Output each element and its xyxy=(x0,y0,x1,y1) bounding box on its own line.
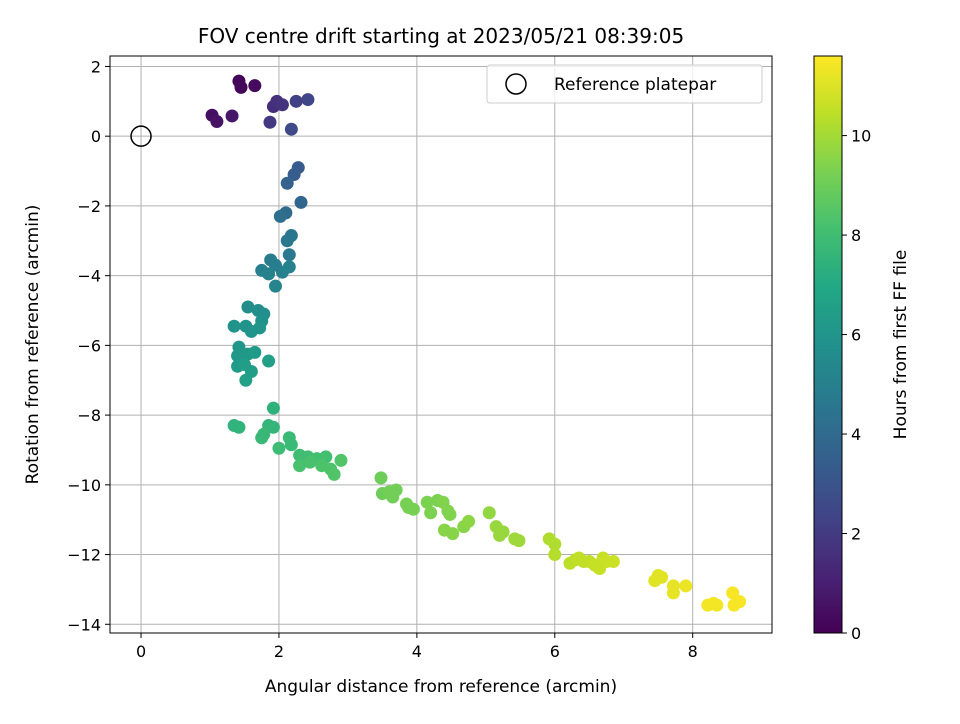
y-tick-label: −2 xyxy=(77,197,101,216)
data-point xyxy=(275,98,289,112)
legend-entry-reference-platepar: Reference platepar xyxy=(554,75,716,95)
data-point xyxy=(280,234,294,248)
colorbar: 0 2 4 6 8 10 Hours from first FF file xyxy=(813,55,911,643)
data-point xyxy=(301,93,315,107)
data-point xyxy=(303,455,317,469)
data-point xyxy=(289,94,303,108)
legend-reference-marker xyxy=(505,73,527,95)
data-point xyxy=(255,431,269,445)
reference-platepar-marker xyxy=(130,125,152,147)
data-point xyxy=(227,319,241,333)
data-point xyxy=(726,586,740,600)
data-point xyxy=(443,507,457,521)
colorbar-gradient xyxy=(814,56,842,633)
reference-marker-layer xyxy=(130,125,152,147)
colorbar-tick-label: 8 xyxy=(851,226,861,245)
data-point xyxy=(282,248,296,262)
data-point xyxy=(280,176,294,190)
data-point xyxy=(232,420,246,434)
y-axis-label: Rotation from reference (arcmin) xyxy=(23,205,43,485)
data-point xyxy=(293,459,307,473)
data-point xyxy=(294,195,308,209)
y-axis-ticks: 2 0 −2 −4 −6 −8 −10 −12 −14 xyxy=(67,57,110,634)
grid-lines xyxy=(110,56,772,633)
data-point xyxy=(262,267,276,281)
data-point xyxy=(548,548,562,562)
data-point xyxy=(234,80,248,94)
data-point xyxy=(420,495,434,509)
data-point xyxy=(655,570,669,584)
data-point xyxy=(548,537,562,551)
data-point xyxy=(334,453,348,467)
data-point xyxy=(262,354,276,368)
x-axis-label: Angular distance from reference (arcmin) xyxy=(265,677,617,697)
data-point xyxy=(446,527,460,541)
data-point xyxy=(231,349,245,363)
data-point xyxy=(266,420,280,434)
data-point xyxy=(225,109,239,123)
y-tick-label: −4 xyxy=(77,267,101,286)
data-point xyxy=(482,506,496,520)
data-point xyxy=(327,467,341,481)
data-point xyxy=(253,321,267,335)
data-point xyxy=(386,490,400,504)
x-tick-label: 8 xyxy=(688,642,698,661)
colorbar-ticks: 0 2 4 6 8 10 xyxy=(842,127,871,643)
data-point xyxy=(263,115,277,129)
legend-box xyxy=(486,64,763,104)
data-point xyxy=(496,525,510,539)
y-tick-label: −8 xyxy=(77,406,101,425)
data-point xyxy=(273,209,287,223)
data-point xyxy=(679,579,693,593)
data-point xyxy=(462,514,476,528)
colorbar-tick-label: 4 xyxy=(851,425,861,444)
data-point xyxy=(424,506,438,520)
colorbar-tick-label: 2 xyxy=(851,525,861,544)
colorbar-label: Hours from first FF file xyxy=(891,250,911,440)
data-point xyxy=(210,115,224,129)
data-point xyxy=(606,555,620,569)
chart-title: FOV centre drift starting at 2023/05/21 … xyxy=(198,24,684,48)
x-tick-label: 0 xyxy=(136,642,146,661)
data-point xyxy=(406,502,420,516)
data-point xyxy=(241,300,255,314)
y-tick-label: −14 xyxy=(67,615,101,634)
y-tick-label: 0 xyxy=(91,127,101,146)
data-point xyxy=(374,471,388,485)
data-point xyxy=(239,373,253,387)
colorbar-tick-label: 6 xyxy=(851,326,861,345)
data-point xyxy=(272,441,286,455)
y-tick-label: −12 xyxy=(67,546,101,565)
data-point xyxy=(248,345,262,359)
data-point xyxy=(710,598,724,612)
data-point xyxy=(282,260,296,274)
legend: Reference platepar xyxy=(486,64,763,104)
data-point xyxy=(591,560,605,574)
data-point xyxy=(733,595,747,609)
colorbar-tick-label: 0 xyxy=(851,624,861,643)
plot-frame xyxy=(109,55,773,634)
x-tick-label: 6 xyxy=(550,642,560,661)
y-tick-label: −6 xyxy=(77,336,101,355)
x-tick-label: 2 xyxy=(274,642,284,661)
x-axis-ticks: 0 2 4 6 8 xyxy=(136,633,698,661)
y-tick-label: 2 xyxy=(91,57,101,76)
data-points xyxy=(205,74,747,612)
data-point xyxy=(287,168,301,182)
data-point xyxy=(666,586,680,600)
y-tick-label: −10 xyxy=(67,476,101,495)
data-point xyxy=(266,401,280,415)
data-point xyxy=(512,534,526,548)
data-point xyxy=(269,279,282,293)
colorbar-frame xyxy=(813,55,843,634)
colorbar-tick-label: 10 xyxy=(851,127,871,146)
x-tick-label: 4 xyxy=(412,642,422,661)
data-point xyxy=(284,438,298,452)
data-point xyxy=(284,122,298,136)
data-point xyxy=(248,79,262,93)
